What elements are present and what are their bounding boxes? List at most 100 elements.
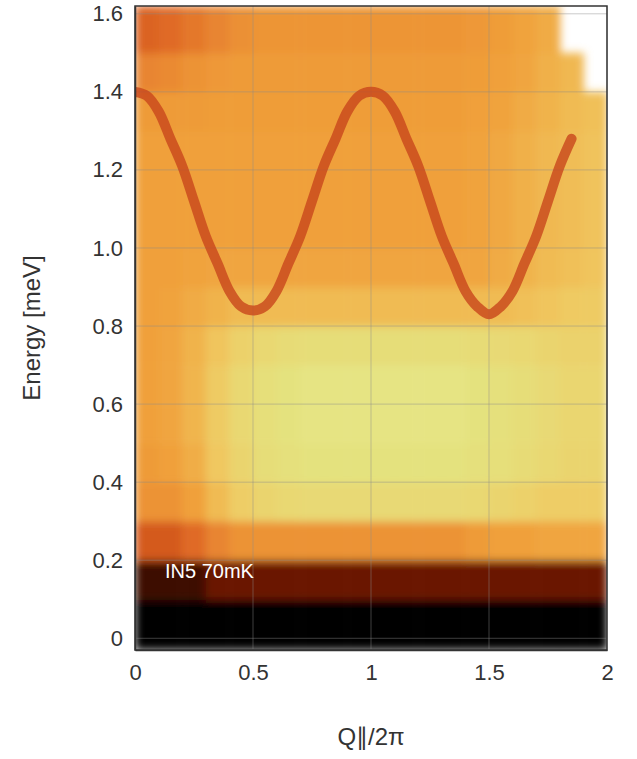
heatmap-cell [418, 326, 442, 366]
heatmap-cell [347, 482, 371, 522]
heatmap-cell [536, 560, 560, 600]
heatmap-cell [418, 599, 442, 650]
y-axis: 00.20.40.60.81.01.21.41.6 [92, 1, 135, 650]
heatmap-cell [513, 131, 537, 171]
heatmap-cell [418, 521, 442, 561]
heatmap-cell [182, 248, 206, 288]
heatmap-cell [395, 404, 419, 444]
tick: 0.4 [92, 470, 135, 495]
heatmap-cell [395, 560, 419, 600]
heatmap-cell [583, 131, 607, 171]
heatmap-cell [324, 365, 348, 405]
heatmap-cell [536, 365, 560, 405]
heatmap-cell [489, 482, 513, 522]
grid-line [371, 6, 372, 650]
heatmap-cell [159, 482, 183, 522]
heatmap-cell [135, 326, 159, 366]
heatmap-cell [300, 6, 324, 53]
plot-frame [135, 6, 607, 650]
heatmap-cell [536, 443, 560, 483]
heatmap-cell [489, 92, 513, 132]
heatmap-cell [489, 6, 513, 53]
heatmap-cell [300, 482, 324, 522]
heatmap-cell [253, 170, 277, 210]
heatmap-cell [536, 521, 560, 561]
heatmap-cell [418, 92, 442, 132]
dispersion-line [135, 92, 572, 314]
heatmap-cell [277, 599, 301, 650]
heatmap-cell [253, 365, 277, 405]
heatmap-cell [583, 287, 607, 327]
heatmap-cell [489, 131, 513, 171]
heatmap-cell [229, 404, 253, 444]
heatmap-cell [159, 248, 183, 288]
heatmap-cell [395, 482, 419, 522]
heatmap-cell [560, 53, 584, 93]
tick: 0.8 [92, 314, 135, 339]
heatmap-cell [583, 443, 607, 483]
heatmap-cell [300, 599, 324, 650]
heatmap-cell [465, 326, 489, 366]
heatmap-cell [347, 326, 371, 366]
heatmap-cell [560, 326, 584, 366]
heatmap-cell [182, 482, 206, 522]
heatmap-cell [159, 326, 183, 366]
heatmap-cell [135, 521, 159, 561]
heatmap-cell [513, 365, 537, 405]
heatmap-cell [371, 326, 395, 366]
heatmap-cell [135, 53, 159, 93]
heatmap-cell [347, 443, 371, 483]
heatmap-cell [536, 326, 560, 366]
y-axis-title: Energy [meV] [18, 255, 45, 400]
tick: 0.6 [92, 392, 135, 417]
tick: 1 [365, 650, 377, 685]
heatmap-cell [135, 443, 159, 483]
heatmap-cell [253, 560, 277, 600]
heatmap-cell [229, 326, 253, 366]
heatmap-cell [560, 482, 584, 522]
heatmap-cell [300, 326, 324, 366]
heatmap-cell [465, 6, 489, 53]
heatmap-cell [277, 6, 301, 53]
heatmap-cell [442, 326, 466, 366]
heatmap-cell [489, 326, 513, 366]
heatmap-cell [300, 92, 324, 132]
heatmap-cell [324, 53, 348, 93]
heatmap-cell [277, 365, 301, 405]
heatmap-cell [135, 404, 159, 444]
heatmap-cell [206, 131, 230, 171]
heatmap-cell [442, 365, 466, 405]
heatmap-cell [560, 209, 584, 249]
heatmap-cell [442, 482, 466, 522]
heatmap-cell [442, 599, 466, 650]
heatmap-cell [371, 6, 395, 53]
heatmap-cell [253, 404, 277, 444]
heatmap-cell [583, 560, 607, 600]
heatmap-cell [418, 482, 442, 522]
tick-label: 1.6 [92, 1, 123, 26]
heatmap-cell [206, 365, 230, 405]
heatmap-cell [489, 248, 513, 288]
heatmap-cell [465, 599, 489, 650]
heatmap-cell [395, 248, 419, 288]
heatmap-cell [182, 443, 206, 483]
tick-label: 1.0 [92, 236, 123, 261]
tick-label: 0 [129, 660, 141, 685]
heatmap-cell [347, 248, 371, 288]
grid-line [135, 482, 607, 483]
heatmap-cell [324, 404, 348, 444]
heatmap-cell [583, 365, 607, 405]
heatmap-cell [229, 53, 253, 93]
heatmap-cell [465, 209, 489, 249]
heatmap-cell [347, 170, 371, 210]
heatmap-cell [418, 287, 442, 327]
heatmap-cell [560, 170, 584, 210]
heatmap-cell [182, 6, 206, 53]
heatmap-cell [583, 521, 607, 561]
heatmap-cell [229, 599, 253, 650]
tick-label: 0.6 [92, 392, 123, 417]
tick-label: 0.5 [238, 660, 269, 685]
heatmap-cell [371, 443, 395, 483]
heatmap-cell [371, 287, 395, 327]
heatmap-cell [489, 443, 513, 483]
